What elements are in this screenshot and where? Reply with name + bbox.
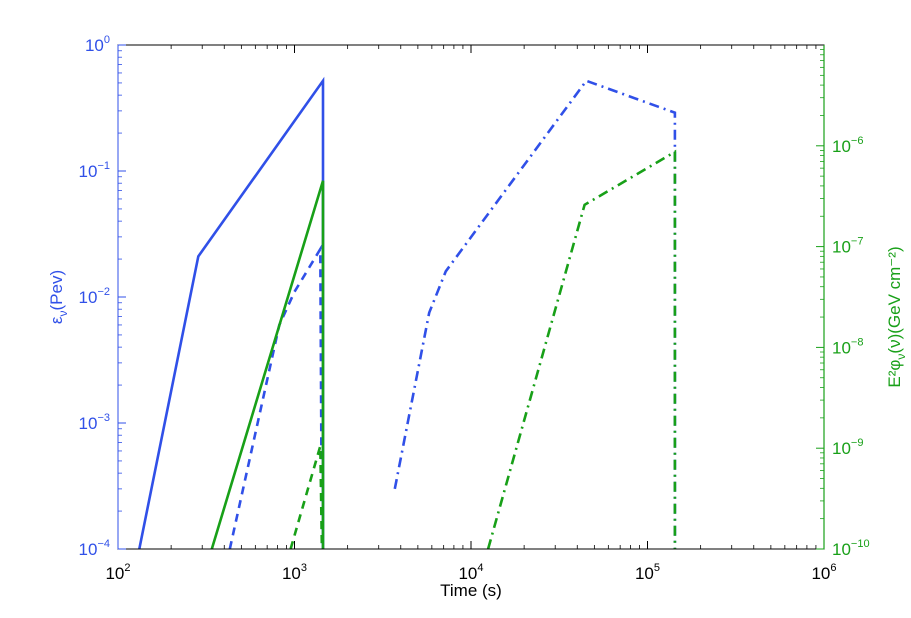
right-y-axis-label: E²φν(ν)(GeV cm⁻²) — [885, 246, 908, 387]
x-tick-label: 104 — [458, 562, 483, 583]
x-tick-label: 102 — [105, 562, 130, 583]
x-tick-label: 103 — [282, 562, 307, 583]
x-axis-ticks: 102 103 104 105 106 — [105, 45, 837, 583]
series-right-dashdot-line — [486, 149, 677, 550]
series-right-solid-line — [210, 180, 325, 550]
series-layer — [138, 76, 677, 550]
series-left-dashed-line — [228, 244, 324, 550]
right-tick-label: 10−8 — [832, 336, 863, 357]
x-tick-label: 105 — [635, 562, 660, 583]
x-tick-label: 106 — [811, 562, 836, 583]
left-tick-label: 10−1 — [79, 160, 110, 181]
right-tick-label: 10−6 — [832, 135, 863, 156]
right-y-axis: 10−10 10−9 10−8 10−7 10−6 — [816, 45, 870, 559]
left-tick-label: 10−2 — [79, 286, 110, 307]
series-right-dashed-line — [289, 445, 324, 550]
series-left-dashdot-line — [393, 79, 677, 549]
left-tick-label: 10−3 — [79, 412, 110, 433]
right-tick-label: 10−7 — [832, 236, 863, 257]
right-tick-label: 10−9 — [832, 437, 863, 458]
left-tick-label: 100 — [85, 34, 110, 55]
x-axis-label: Time (s) — [440, 581, 502, 600]
left-y-axis-label: εν(Pev) — [47, 270, 70, 324]
left-tick-label: 10−4 — [79, 538, 110, 559]
series-left-solid-line — [138, 76, 325, 550]
left-y-axis: 10−4 10−3 10−2 10−1 100 — [79, 34, 126, 559]
right-tick-label: 10−10 — [832, 538, 870, 559]
plot-frame — [117, 44, 825, 550]
